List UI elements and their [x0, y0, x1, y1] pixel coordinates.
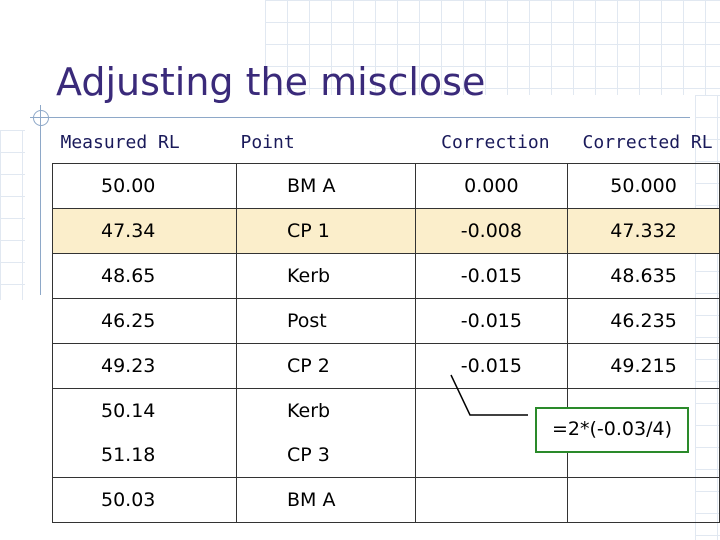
- cell-measured: 51.18: [52, 433, 237, 478]
- cell-corrected: 48.635: [567, 253, 720, 299]
- decorative-grid-left: [0, 130, 25, 300]
- cell-point: BM A: [236, 163, 416, 209]
- cell-point: CP 2: [236, 343, 416, 389]
- table-row: 47.34 CP 1 -0.008 47.332: [52, 208, 720, 254]
- cell-point: BM A: [236, 477, 416, 523]
- cell-correction: -0.015: [414, 298, 569, 344]
- table-row: 50.03 BM A: [52, 477, 720, 523]
- table-row: 50.00 BM A 0.000 50.000: [52, 163, 720, 209]
- header-measured-rl: Measured RL: [60, 131, 180, 153]
- cell-measured: 46.25: [52, 298, 237, 344]
- cell-corrected: 46.235: [567, 298, 720, 344]
- cell-measured: 48.65: [52, 253, 237, 299]
- decorative-grid-top: [265, 0, 720, 95]
- cell-measured: 50.00: [52, 163, 237, 209]
- cell-correction: -0.008: [414, 208, 569, 254]
- cell-corrected: 47.332: [567, 208, 720, 254]
- cell-measured: 50.03: [52, 477, 237, 523]
- cell-measured: 47.34: [52, 208, 237, 254]
- cell-measured: 49.23: [52, 343, 237, 389]
- formula-callout: =2*(-0.03/4): [535, 407, 689, 453]
- cell-correction: -0.015: [414, 343, 569, 389]
- cell-point: CP 1: [236, 208, 416, 254]
- table-row: 48.65 Kerb -0.015 48.635: [52, 253, 720, 299]
- cell-correction: -0.015: [414, 253, 569, 299]
- cell-measured: 50.14: [52, 388, 237, 433]
- cell-point: CP 3: [236, 433, 416, 478]
- misclose-table: Measured RL Point Correction Corrected R…: [52, 121, 720, 523]
- cell-corrected: 49.215: [567, 343, 720, 389]
- cell-point: Kerb: [236, 253, 416, 299]
- cell-point: Post: [236, 298, 416, 344]
- vertical-rule: [40, 105, 41, 295]
- cell-corrected: 50.000: [567, 163, 720, 209]
- header-correction: Correction: [441, 131, 550, 153]
- table-row: 46.25 Post -0.015 46.235: [52, 298, 720, 344]
- header-point: Point: [240, 131, 295, 153]
- header-corrected-rl: Corrected RL: [582, 131, 713, 153]
- title-underline: [30, 117, 690, 118]
- cell-point: Kerb: [236, 388, 416, 433]
- slide-title: Adjusting the misclose: [56, 60, 486, 104]
- cell-correction: [414, 477, 569, 523]
- cell-corrected: [567, 477, 720, 523]
- crosshair-circle-icon: [33, 110, 49, 126]
- cell-correction: 0.000: [414, 163, 569, 209]
- table-header-row: Measured RL Point Correction Corrected R…: [53, 121, 720, 164]
- table-row: 49.23 CP 2 -0.015 49.215: [52, 343, 720, 389]
